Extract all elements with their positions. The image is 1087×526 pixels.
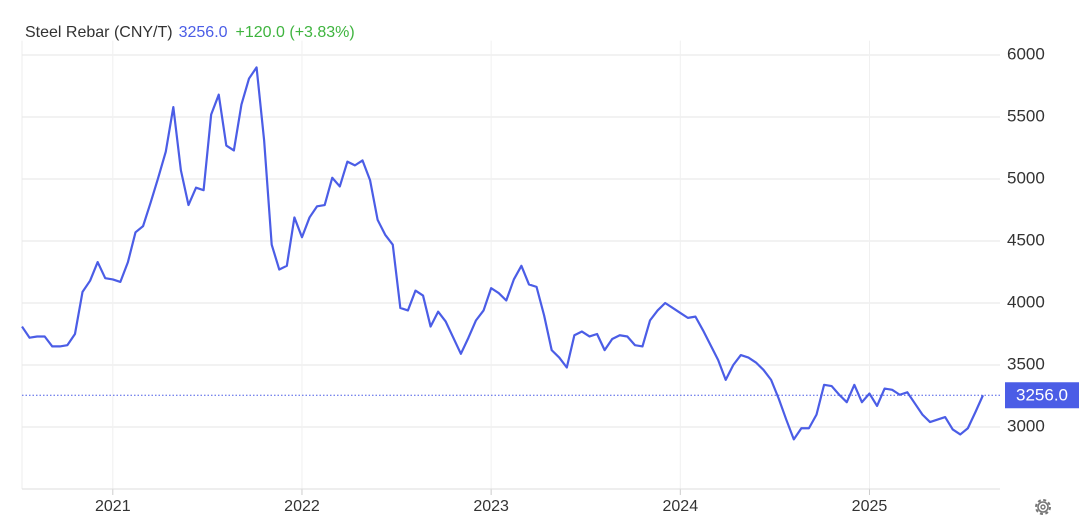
x-tick-label: 2021 [95, 498, 131, 515]
y-tick-label: 3000 [1007, 416, 1045, 435]
gear-teeth [1035, 499, 1051, 515]
y-tick-label: 4000 [1007, 292, 1045, 311]
chart-header: Steel Rebar (CNY/T) 3256.0 +120.0 (+3.83%) [25, 24, 355, 41]
x-tick-label: 2025 [852, 498, 888, 515]
price: 3256.0 [179, 24, 228, 41]
y-tick-label: 5500 [1007, 106, 1045, 125]
x-tick-label: 2023 [473, 498, 509, 515]
price-line [21, 66, 984, 441]
gear-hole [1040, 504, 1046, 510]
settings-icon[interactable] [1035, 499, 1051, 515]
x-tick-label: 2024 [663, 498, 699, 515]
y-tick-label: 4500 [1007, 230, 1045, 249]
y-tick-label: 3500 [1007, 354, 1045, 373]
gear-body [1037, 501, 1049, 513]
chart-title: Steel Rebar (CNY/T) [25, 24, 173, 41]
change: +120.0 (+3.83%) [236, 24, 355, 41]
last-value-label: 3256.0 [1016, 386, 1068, 405]
y-tick-label: 6000 [1007, 44, 1045, 63]
x-tick-label: 2022 [284, 498, 320, 515]
y-tick-label: 5000 [1007, 168, 1045, 187]
last-value-box [1005, 382, 1079, 409]
